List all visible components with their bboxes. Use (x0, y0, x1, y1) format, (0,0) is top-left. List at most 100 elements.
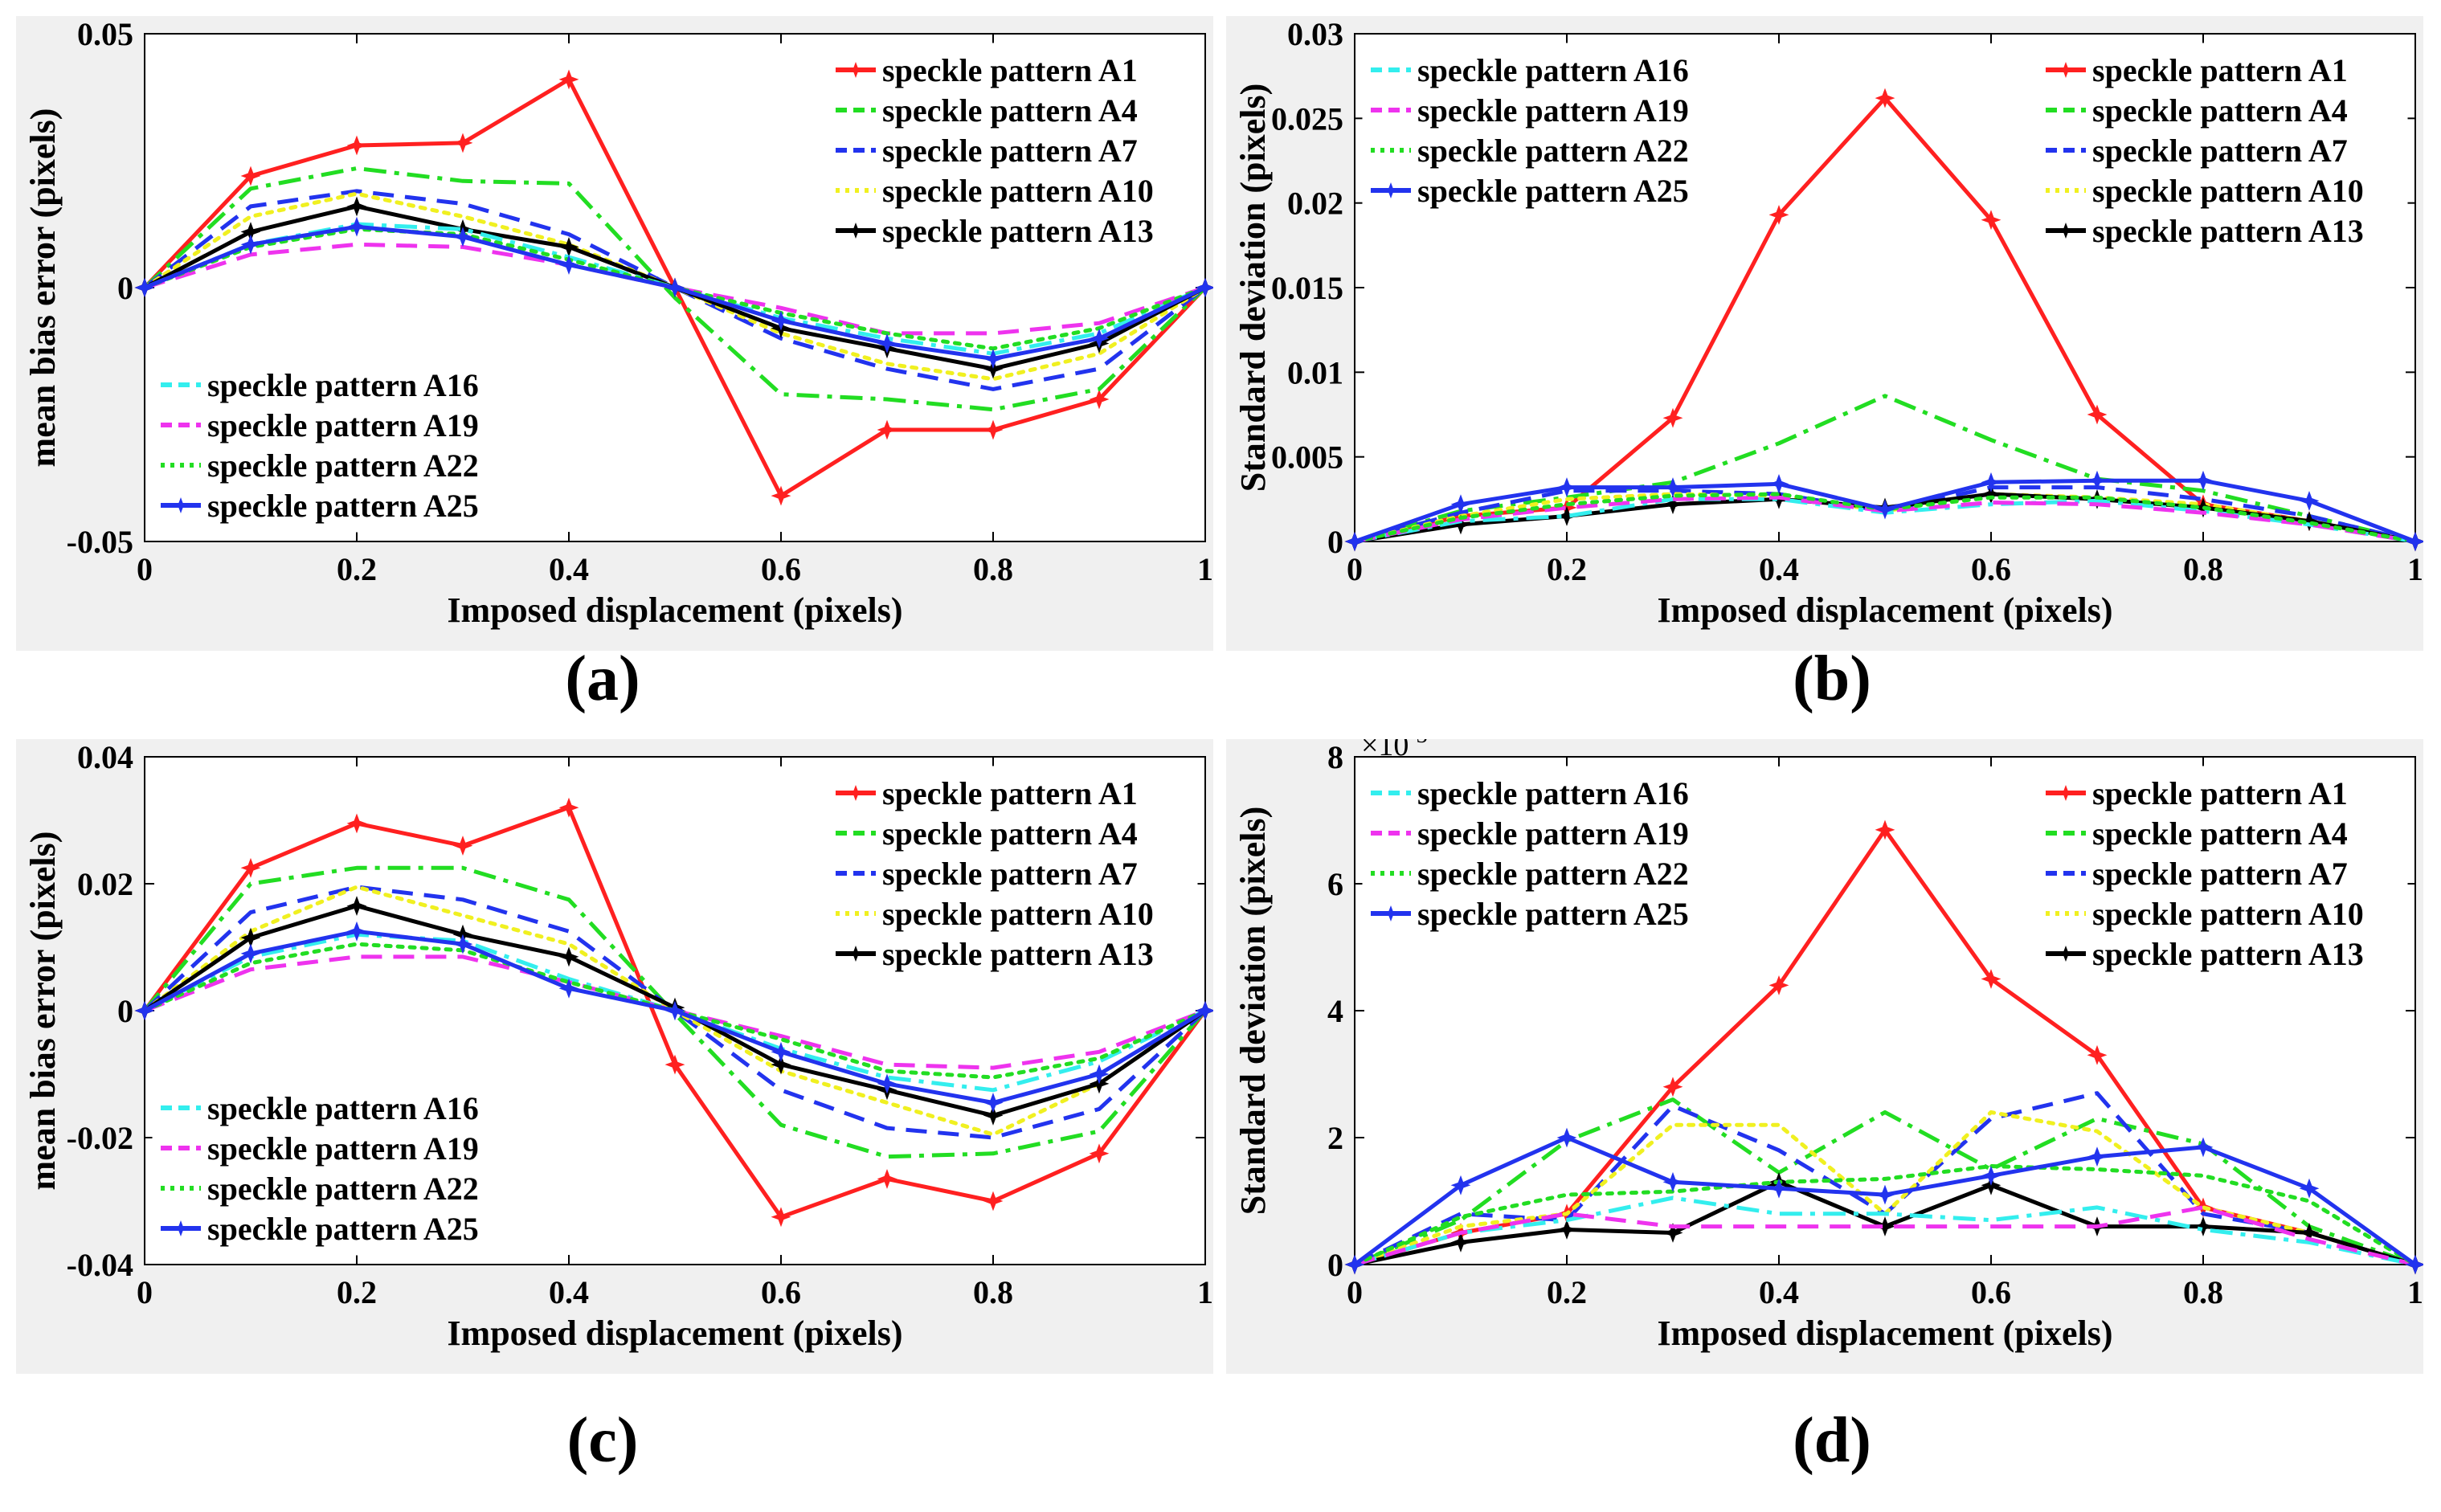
x-tick-label: 1 (2407, 551, 2423, 587)
legend-label: speckle pattern A7 (2092, 133, 2348, 169)
data-point (1089, 328, 1110, 349)
legend-label: speckle pattern A13 (882, 936, 1154, 972)
data-point (983, 419, 1004, 440)
x-tick-label: 0.6 (1971, 551, 2011, 587)
legend-label: speckle pattern A22 (207, 1171, 479, 1207)
data-point (877, 1168, 897, 1189)
y-tick-label: 0.01 (1287, 354, 1343, 390)
legend-label: speckle pattern A19 (207, 1130, 479, 1167)
data-point (2087, 1044, 2108, 1065)
y-tick-label: 0.02 (1287, 186, 1343, 222)
legend-label: speckle pattern A4 (882, 92, 1138, 129)
x-tick-label: 0.6 (1971, 1274, 2011, 1310)
data-point (1556, 1127, 1577, 1148)
data-point (346, 216, 367, 237)
legend-label: speckle pattern A25 (1417, 896, 1689, 932)
legend-marker (2058, 785, 2074, 801)
data-point (558, 978, 579, 999)
data-point (1089, 389, 1110, 410)
data-point (2405, 1254, 2426, 1275)
x-tick-label: 0.8 (973, 551, 1013, 587)
legend-label: speckle pattern A25 (207, 1211, 479, 1247)
data-point (877, 333, 897, 353)
data-point (1875, 1184, 1895, 1205)
series-line-speckle-pattern-a19 (144, 954, 1206, 1070)
legend-label: speckle pattern A13 (2092, 213, 2364, 249)
x-tick-label: 0 (137, 551, 153, 587)
y-tick-label: 0.03 (1287, 16, 1343, 52)
x-tick-label: 0.4 (1759, 551, 1799, 587)
data-point (2299, 511, 2320, 532)
data-point (2299, 1178, 2320, 1199)
y-tick-label: 6 (1327, 866, 1343, 902)
data-point (771, 485, 791, 506)
legend-label: speckle pattern A13 (882, 213, 1154, 249)
legend-label: speckle pattern A4 (882, 815, 1138, 852)
legend-label: speckle pattern A22 (1417, 856, 1689, 892)
data-point (558, 946, 579, 967)
data-point (1662, 1223, 1683, 1243)
legend-label: speckle pattern A13 (2092, 936, 2364, 972)
data-point (346, 896, 367, 917)
data-point (134, 1000, 155, 1021)
y-tick-label: 0.05 (77, 16, 133, 52)
legend-marker (173, 497, 189, 513)
data-point (1981, 1165, 2001, 1186)
x-tick-label: 0.2 (1547, 1274, 1587, 1310)
legend-label: speckle pattern A1 (882, 775, 1138, 811)
data-point (1662, 407, 1683, 428)
y-tick-label: 0.04 (77, 739, 133, 775)
legend-label: speckle pattern A19 (1417, 92, 1689, 129)
data-point (664, 1000, 685, 1021)
data-point (1450, 494, 1471, 515)
data-point (1662, 1077, 1683, 1097)
data-point (983, 358, 1004, 379)
chart-panel-c: 0 0.2 0.4 0.6 0.8 1 -0.04 -0.02 0 0.02 0.04 Imposed… (16, 739, 1216, 1378)
y-tick-label: 0.025 (1271, 100, 1343, 137)
series-line-speckle-pattern-a7 (143, 189, 1207, 391)
x-tick-label: 0.8 (2183, 1274, 2223, 1310)
data-point (1344, 531, 1365, 552)
legend-box (152, 358, 523, 533)
legend-box (2037, 43, 2408, 258)
x-axis-label: Imposed displacement (pixels) (447, 590, 902, 630)
legend-label: speckle pattern A7 (882, 133, 1138, 169)
legend-label: speckle pattern A1 (882, 52, 1138, 88)
legend-label: speckle pattern A10 (2092, 896, 2364, 932)
series-line-speckle-pattern-a4 (1354, 1097, 2416, 1267)
data-point (1556, 477, 1577, 498)
data-point (2299, 490, 2320, 511)
legend-label: speckle pattern A7 (882, 856, 1138, 892)
series-line-speckle-pattern-a16 (1354, 1195, 2416, 1267)
data-point (983, 1093, 1004, 1113)
y-tick-label: 0.005 (1271, 439, 1343, 476)
chart-d: 0 0.2 0.4 0.6 0.8 1 0 2 4 6 8 Imposed displacement … (1226, 723, 2426, 1374)
data-point (346, 135, 367, 156)
data-point (664, 1054, 685, 1075)
y-tick-label: 4 (1327, 993, 1343, 1029)
legend-marker (2058, 946, 2074, 962)
series-line-speckle-pattern-a4 (143, 166, 1207, 412)
legend-label: speckle pattern A7 (2092, 856, 2348, 892)
legend-label: speckle pattern A1 (2092, 52, 2348, 88)
legend-marker (848, 946, 864, 962)
data-point (1556, 1220, 1577, 1240)
y-tick-label: 2 (1327, 1120, 1343, 1156)
legend-marker (2058, 223, 2074, 239)
y-axis-label: mean bias error (pixels) (23, 832, 63, 1191)
y-tick-label: -0.02 (67, 1120, 133, 1156)
x-tick-label: 0.4 (1759, 1274, 1799, 1310)
data-point (452, 836, 473, 856)
data-point (1875, 88, 1895, 108)
data-point (240, 234, 261, 255)
x-tick-label: 0.6 (761, 1274, 801, 1310)
y-tick-label: 0 (1327, 1247, 1343, 1283)
chart-panel-b: 0 0.2 0.4 0.6 0.8 1 0 0.005 0.01 0.015 0.02 0.025 0.… (1226, 16, 2426, 655)
y-tick-label: -0.05 (67, 524, 133, 560)
legend-label: speckle pattern A16 (1417, 52, 1689, 88)
data-point (771, 310, 791, 331)
x-tick-label: 0.2 (1547, 551, 1587, 587)
data-point (1450, 1232, 1471, 1253)
data-point (1768, 473, 1789, 494)
